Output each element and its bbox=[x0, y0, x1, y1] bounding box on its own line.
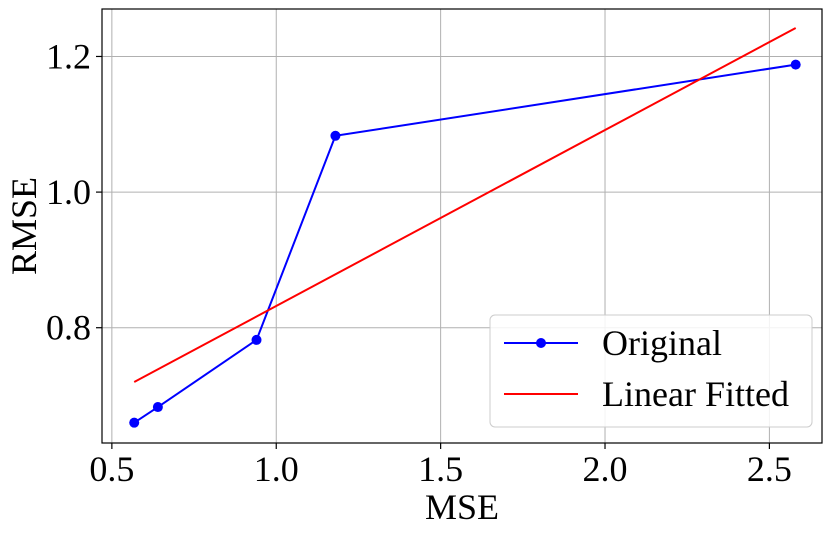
data-point bbox=[152, 402, 163, 413]
series-line-linear-fitted bbox=[133, 27, 797, 383]
x-tick-label: 2.0 bbox=[583, 449, 628, 489]
x-axis-label: MSE bbox=[425, 487, 499, 527]
legend-label-linear-fitted: Linear Fitted bbox=[602, 374, 789, 414]
y-tick-label: 1.2 bbox=[46, 36, 91, 76]
grid bbox=[102, 9, 822, 443]
x-tick-label: 1.0 bbox=[254, 449, 299, 489]
plot-frame bbox=[101, 8, 823, 444]
x-tick-label: 2.5 bbox=[747, 449, 792, 489]
x-tick-label: 0.5 bbox=[89, 449, 134, 489]
y-tick-label: 1.0 bbox=[46, 172, 91, 212]
data-point bbox=[129, 417, 140, 428]
ticks: 0.5 1.0 1.5 2.0 2.5 0.8 1.0 1.2 bbox=[46, 36, 792, 489]
y-axis-label: RMSE bbox=[4, 177, 44, 275]
y-tick-label: 0.8 bbox=[46, 308, 91, 348]
series-layer bbox=[129, 27, 801, 428]
legend-label-original: Original bbox=[602, 323, 722, 363]
data-point bbox=[790, 59, 801, 70]
x-tick-label: 1.5 bbox=[418, 449, 463, 489]
data-point bbox=[251, 334, 262, 345]
data-point bbox=[330, 130, 341, 141]
legend: Original Linear Fitted bbox=[489, 314, 813, 428]
legend-marker-original bbox=[536, 338, 546, 348]
